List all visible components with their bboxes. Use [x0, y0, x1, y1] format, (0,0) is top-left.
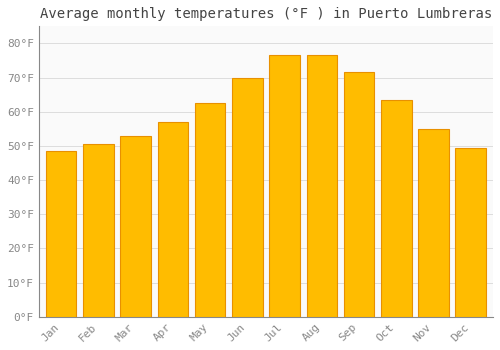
Bar: [306, 55, 337, 317]
Bar: [232, 78, 262, 317]
Bar: [46, 151, 76, 317]
Title: Average monthly temperatures (°F ) in Puerto Lumbreras: Average monthly temperatures (°F ) in Pu…: [40, 7, 492, 21]
Bar: [270, 55, 300, 317]
Bar: [344, 72, 374, 317]
Bar: [83, 144, 114, 317]
Bar: [158, 122, 188, 317]
Bar: [195, 103, 226, 317]
Bar: [456, 148, 486, 317]
Bar: [120, 136, 151, 317]
Bar: [381, 100, 412, 317]
Bar: [418, 129, 448, 317]
